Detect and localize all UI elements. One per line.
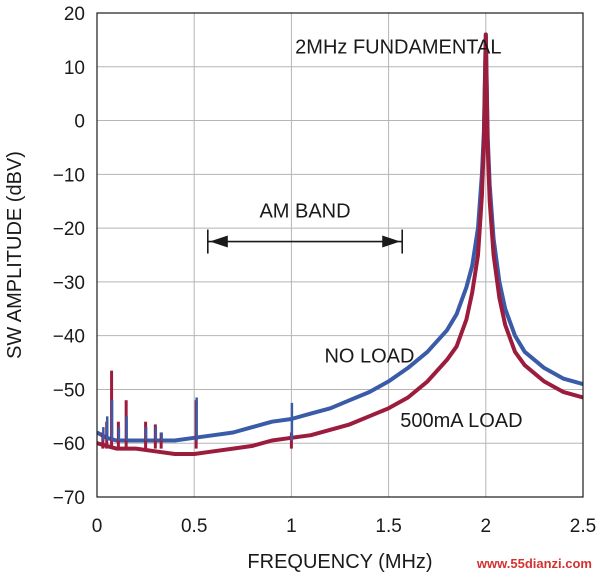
watermark: www.55dianzi.com	[476, 556, 592, 571]
x-tick-label: 2	[481, 516, 492, 537]
series-line-no-load	[97, 32, 583, 443]
series-layer	[97, 32, 583, 456]
y-tick-label: 0	[74, 112, 85, 133]
y-tick-label: −30	[53, 273, 85, 294]
x-tick-label: 1	[286, 516, 297, 537]
x-axis-title: FREQUENCY (MHz)	[247, 551, 432, 573]
am-band-arrow	[207, 229, 404, 254]
y-tick-label: −60	[53, 434, 85, 455]
x-tick-label: 2.5	[570, 516, 596, 537]
y-tick-label: −20	[53, 219, 85, 240]
plot-frame	[96, 12, 584, 498]
x-tick-labels: 0 0.5 1 1.5 2 2.5	[92, 516, 597, 537]
fundamental-label: 2MHz FUNDAMENTAL	[295, 36, 501, 58]
series-line-load	[97, 32, 583, 456]
y-tick-label: −40	[53, 327, 85, 348]
x-tick-label: 0.5	[181, 516, 207, 537]
y-axis-title: SW AMPLITUDE (dBV)	[4, 151, 26, 359]
y-tick-label: 10	[64, 58, 85, 79]
load-label: 500mA LOAD	[400, 410, 522, 432]
y-tick-label: −10	[53, 165, 85, 186]
y-tick-labels: 20 10 0 −10 −20 −30 −40 −50 −60 −70	[53, 4, 85, 509]
y-tick-label: 20	[64, 4, 85, 25]
y-tick-label: −50	[53, 380, 85, 401]
am-band-arrowhead-left	[209, 235, 228, 248]
am-band-label: AM BAND	[259, 200, 350, 222]
am-band-arrowhead-right	[382, 235, 401, 248]
x-tick-label: 1.5	[375, 516, 401, 537]
y-tick-label: −70	[53, 488, 85, 509]
x-tick-label: 0	[92, 516, 103, 537]
no-load-label: NO LOAD	[324, 346, 414, 368]
